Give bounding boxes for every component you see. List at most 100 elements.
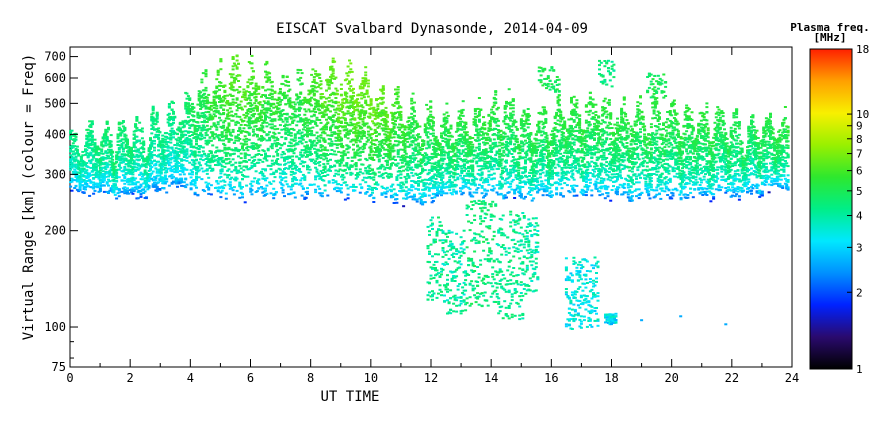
echo-point (388, 143, 392, 145)
echo-point (184, 186, 188, 189)
echo-point (232, 178, 236, 181)
echo-point (184, 134, 188, 136)
echo-point (399, 170, 403, 173)
echo-point (231, 101, 235, 104)
echo-point (157, 149, 161, 152)
echo-point (172, 110, 175, 113)
echo-point (70, 161, 74, 164)
echo-point (318, 77, 322, 79)
echo-point (153, 142, 156, 145)
echo-point (291, 122, 295, 124)
echo-point (115, 161, 119, 164)
echo-point (203, 114, 207, 117)
echo-point (120, 157, 124, 160)
echo-point (392, 188, 396, 191)
echo-point (411, 147, 415, 150)
echo-point (291, 163, 295, 166)
echo-point (100, 174, 104, 177)
echo-point (310, 160, 314, 163)
echo-point (300, 185, 304, 188)
echo-point (135, 150, 139, 153)
echo-point (266, 149, 270, 152)
echo-point (69, 160, 73, 163)
echo-point (410, 99, 414, 102)
echo-point (238, 164, 242, 167)
echo-point (304, 196, 308, 199)
echo-point (181, 164, 185, 167)
echo-point (134, 155, 138, 158)
echo-point (323, 110, 327, 113)
echo-point (209, 152, 213, 154)
echo-point (98, 188, 102, 190)
echo-point (293, 133, 297, 136)
echo-point (101, 173, 105, 175)
echo-point (268, 94, 272, 97)
echo-point (415, 153, 419, 156)
echo-point (84, 153, 87, 156)
echo-point (295, 179, 299, 181)
echo-point (150, 113, 154, 116)
echo-point (70, 155, 74, 158)
echo-point (151, 109, 155, 112)
echo-point (385, 125, 389, 128)
echo-point (280, 187, 284, 189)
echo-point (249, 187, 253, 190)
echo-point (400, 123, 404, 126)
echo-point (264, 117, 267, 119)
echo-point (184, 178, 188, 181)
echo-point (232, 152, 236, 155)
echo-point (231, 98, 235, 101)
echo-point (193, 162, 197, 165)
echo-point (178, 138, 182, 140)
echo-point (278, 100, 282, 103)
echo-point (74, 138, 78, 141)
echo-point (104, 133, 108, 136)
echo-point (249, 190, 253, 193)
echo-point (205, 172, 209, 175)
echo-point (361, 179, 365, 182)
echo-point (425, 162, 429, 165)
echo-point (371, 120, 374, 123)
echo-point (237, 150, 240, 153)
echo-point (257, 153, 261, 155)
echo-point (372, 114, 376, 117)
echo-point (371, 139, 374, 142)
echo-point (268, 97, 272, 100)
echo-point (389, 194, 393, 197)
echo-point (184, 138, 188, 141)
echo-point (230, 81, 234, 84)
echo-point (331, 68, 335, 71)
echo-point (222, 126, 226, 129)
echo-point (289, 165, 293, 168)
echo-point (327, 104, 331, 107)
echo-point (224, 162, 228, 165)
echo-point (154, 123, 158, 126)
echo-point (138, 140, 142, 142)
echo-point (312, 78, 316, 81)
echo-point (314, 166, 318, 169)
echo-point (261, 187, 265, 190)
echo-point (174, 182, 178, 185)
echo-point (254, 93, 258, 96)
echo-point (388, 152, 392, 154)
echo-point (293, 147, 297, 150)
echo-point (352, 91, 355, 94)
echo-point (345, 122, 349, 125)
echo-point (316, 185, 320, 188)
echo-point (131, 183, 135, 185)
echo-point (354, 123, 358, 126)
echo-point (157, 134, 161, 136)
echo-point (220, 168, 224, 171)
echo-point (349, 68, 353, 71)
echo-point (193, 150, 197, 153)
echo-point (326, 194, 330, 197)
echo-point (140, 157, 144, 159)
echo-point (283, 171, 286, 174)
echo-point (185, 136, 189, 139)
echo-point (93, 185, 97, 188)
echo-point (77, 160, 81, 163)
echo-point (90, 158, 94, 161)
echo-point (326, 162, 330, 165)
echo-point (241, 145, 244, 148)
echo-point (140, 146, 144, 149)
